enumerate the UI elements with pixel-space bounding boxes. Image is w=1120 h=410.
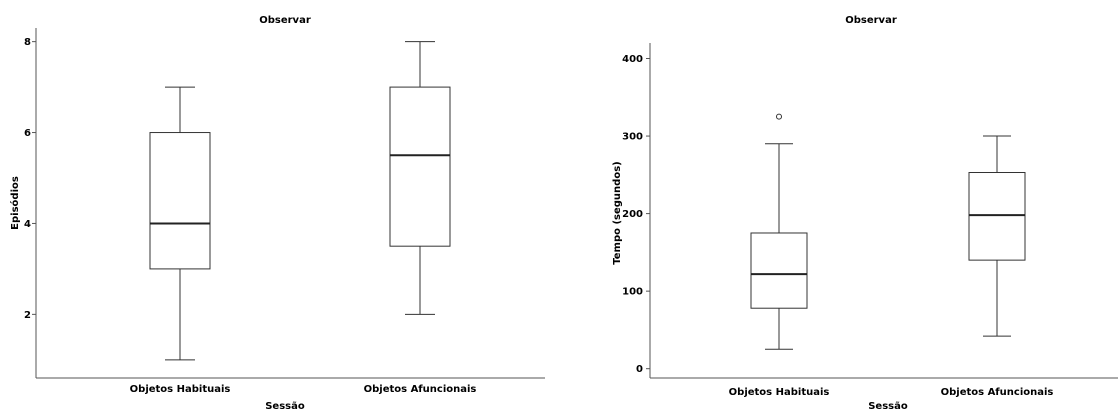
box-iqr [968, 172, 1026, 261]
y-tick-label: 200 [622, 209, 643, 220]
y-tick-label: 8 [24, 37, 31, 48]
category-label: Objetos Afuncionais [364, 384, 477, 395]
y-tick-label: 300 [622, 132, 643, 143]
y-axis-label: Tempo (segundos) [612, 161, 623, 264]
y-tick-label: 0 [636, 364, 643, 375]
y-tick-label: 100 [622, 287, 643, 298]
x-axis-label: Sessão [265, 401, 305, 410]
y-tick-label: 4 [24, 219, 31, 230]
chart-title: Observar [259, 15, 311, 26]
y-tick-label: 6 [24, 128, 31, 139]
chart-title: Observar [845, 15, 897, 26]
category-label: Objetos Afuncionais [941, 387, 1054, 398]
category-label: Objetos Habituais [130, 384, 231, 395]
x-axis-label: Sessão [868, 401, 908, 410]
y-tick-label: 2 [24, 310, 31, 321]
y-axis-label: Episódios [9, 176, 21, 230]
category-label: Objetos Habituais [729, 387, 830, 398]
outlier-point [776, 113, 782, 120]
box-iqr [750, 232, 808, 309]
y-tick-label: 400 [622, 54, 643, 65]
box-iqr [149, 132, 211, 270]
box-iqr [389, 86, 451, 247]
